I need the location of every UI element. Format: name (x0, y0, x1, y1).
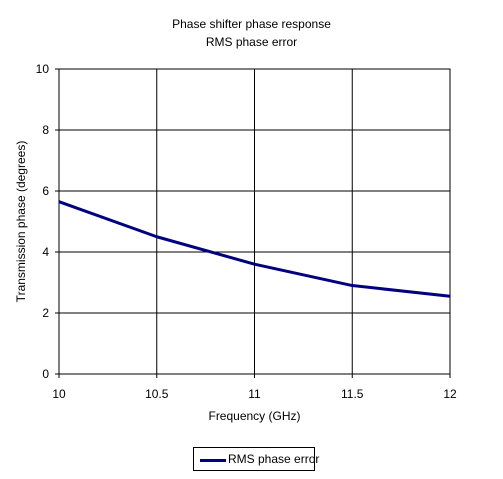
y-tick-label: 8 (42, 123, 49, 137)
x-tick-label: 11 (248, 387, 261, 401)
y-tick-label: 6 (42, 184, 49, 198)
legend: RMS phase error (193, 447, 319, 471)
chart-title: Phase shifter phase response (172, 17, 331, 31)
x-tick-label: 12 (443, 387, 457, 401)
legend-swatch (200, 459, 226, 462)
chart-subtitle: RMS phase error (205, 35, 298, 49)
series-layer (58, 200, 451, 298)
y-tick-label: 10 (36, 62, 50, 76)
y-tick-label: 4 (42, 245, 49, 259)
legend-label: RMS phase error (228, 452, 320, 466)
x-axis-ticks: 10 10.5 11 11.5 12 (52, 374, 457, 401)
x-tick-label: 11.5 (341, 387, 364, 401)
y-axis-title: Transmission phase (degrees) (14, 141, 28, 303)
series-line (58, 200, 451, 298)
gridlines (58, 68, 451, 375)
x-tick-label: 10 (52, 387, 66, 401)
y-tick-label: 0 (42, 367, 49, 381)
x-axis-title: Frequency (GHz) (208, 409, 300, 423)
x-tick-label: 10.5 (145, 387, 169, 401)
y-axis-ticks: 0 2 4 6 8 10 (36, 62, 59, 381)
y-tick-label: 2 (42, 306, 49, 320)
